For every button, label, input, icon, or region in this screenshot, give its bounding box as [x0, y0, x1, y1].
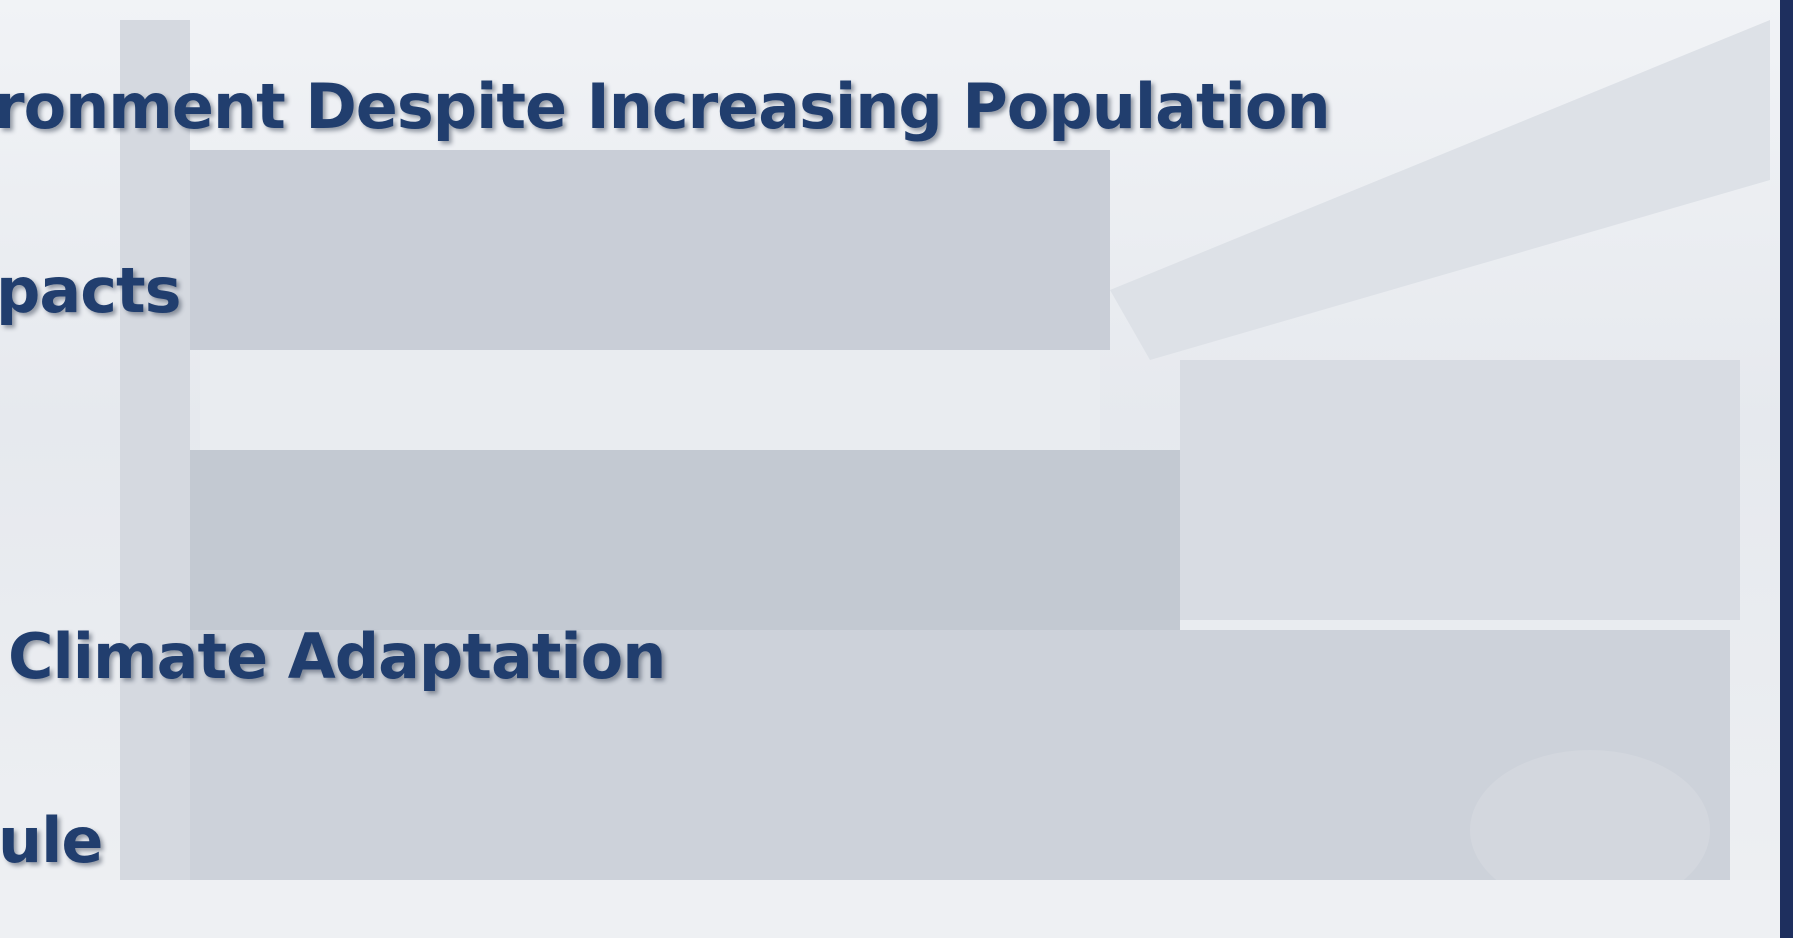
upper-windows — [200, 350, 1100, 450]
bullet-text: ule — [0, 804, 103, 877]
shrub — [1470, 750, 1710, 910]
middle-facade — [190, 450, 1180, 630]
ground — [0, 880, 1793, 938]
bullet-text: Climate Adaptation — [8, 620, 666, 693]
roof — [1110, 20, 1770, 360]
upper-facade — [190, 150, 1110, 350]
right-wing — [1180, 360, 1740, 620]
bullet-text: ronment Despite Increasing Population — [0, 70, 1331, 143]
column — [120, 20, 190, 880]
right-border — [1780, 0, 1793, 938]
bullet-text: pacts — [0, 254, 182, 327]
